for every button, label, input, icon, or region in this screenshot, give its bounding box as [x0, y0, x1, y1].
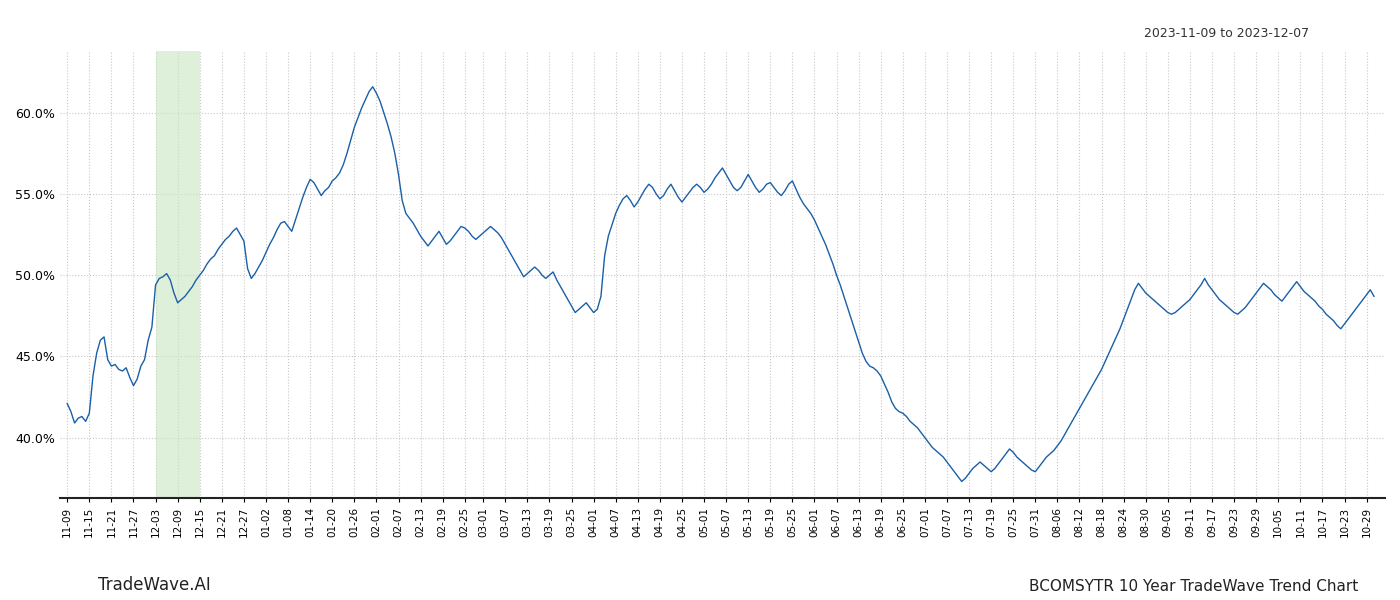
Text: 2023-11-09 to 2023-12-07: 2023-11-09 to 2023-12-07	[1144, 27, 1309, 40]
Text: TradeWave.AI: TradeWave.AI	[98, 576, 211, 594]
Bar	[155, 51, 200, 498]
Text: BCOMSYTR 10 Year TradeWave Trend Chart: BCOMSYTR 10 Year TradeWave Trend Chart	[1029, 579, 1358, 594]
